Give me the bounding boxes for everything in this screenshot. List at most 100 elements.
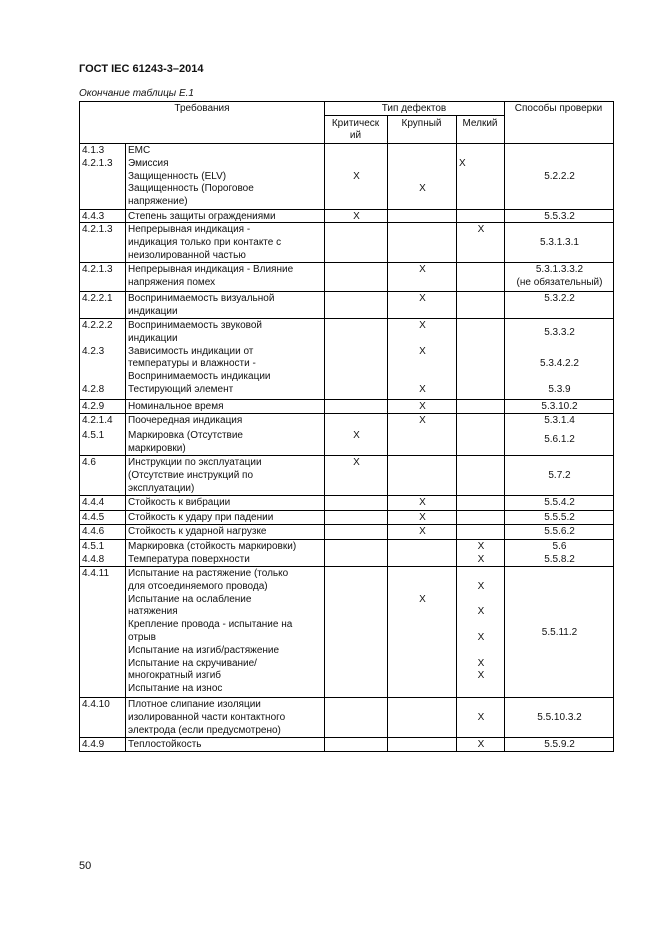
column-divider xyxy=(324,102,325,143)
major-cell xyxy=(387,210,457,222)
major-cell: X xyxy=(387,525,457,539)
requirement-text: Стойкость к ударной нагрузке xyxy=(128,526,267,537)
major-cell: X xyxy=(387,292,457,318)
header-critical-line2: ий xyxy=(349,130,362,141)
test-method: 5.5.9.2 xyxy=(544,739,575,750)
table-row: 4.4.9 Теплостойкость X 5.5.9.2 xyxy=(80,738,613,751)
requirement-text: ЕМС xyxy=(128,145,151,156)
clause-ref: 4.2.1.3 xyxy=(82,224,113,235)
requirement-cell: Испытание на растяжение (только для отсое… xyxy=(125,567,325,697)
table-row: 4.2.2.2 4.2.3 4.2.8 Воспринимаемость звуков… xyxy=(80,319,613,400)
clause-ref: 4.2.2.2 xyxy=(82,320,113,331)
ref-cell: 4.4.3 xyxy=(80,210,125,222)
clause-ref: 4.4.5 xyxy=(82,512,105,523)
requirement-text: Тестирующий элемент xyxy=(128,384,234,395)
test-method: 5.6.1.2 xyxy=(544,434,575,445)
requirement-text: Испытание на растяжение (только xyxy=(128,568,289,579)
critical-cell xyxy=(324,223,388,262)
clause-ref: 4.2.1.3 xyxy=(82,264,113,275)
defect-mark: X xyxy=(477,739,485,750)
requirement-text: Зависимость индикации от xyxy=(128,345,254,357)
requirement-cell: Плотное слипание изоляции изолированной ч… xyxy=(125,698,325,737)
requirement-cell: Теплостойкость xyxy=(125,738,325,751)
requirement-cell: Воспринимаемость звуковой индикации Зависи… xyxy=(125,319,325,399)
requirement-text: натяжения xyxy=(128,606,178,618)
test-method: 5.3.4.2.2 xyxy=(540,358,579,370)
table-caption: Окончание таблицы Е.1 xyxy=(79,88,194,99)
minor-cell: X xyxy=(456,223,505,262)
critical-cell xyxy=(324,511,388,524)
header-critical-line1: Критическ xyxy=(331,118,380,129)
test-method: 5.5.10.3.2 xyxy=(537,711,582,723)
ref-cell: 4.1.3 4.2.1.3 xyxy=(80,144,125,209)
critical-cell xyxy=(324,525,388,539)
method-cell: 5.5.3.2 xyxy=(504,210,614,222)
header-major: Крупный xyxy=(401,118,442,129)
test-method: 5.5.4.2 xyxy=(544,497,575,508)
requirement-text: индикация только при контакте с xyxy=(128,236,282,248)
requirement-text: электрода (если предусмотрено) xyxy=(128,724,281,736)
ref-cell: 4.4.4 xyxy=(80,496,125,510)
defect-mark: X xyxy=(477,711,485,723)
clause-ref: 4.4.9 xyxy=(82,739,105,750)
defect-mark: X xyxy=(477,580,485,592)
clause-ref: 4.4.6 xyxy=(82,526,105,537)
clause-ref: 4.2.3 xyxy=(82,345,105,357)
major-cell xyxy=(387,738,457,751)
requirement-text: Маркировка (стойкость маркировки) xyxy=(128,541,297,552)
method-cell: 5.5.10.3.2 xyxy=(504,698,614,737)
defect-mark: X xyxy=(419,293,426,304)
defect-mark: X xyxy=(477,670,485,682)
requirement-text: индикации xyxy=(128,305,178,317)
clause-ref: 4.2.1.4 xyxy=(82,415,113,426)
major-cell xyxy=(387,456,457,495)
test-method: 5.3.3.2 xyxy=(544,327,575,338)
minor-cell xyxy=(456,319,505,399)
requirement-text: многократный изгиб xyxy=(128,670,222,682)
test-method: (не обязательный) xyxy=(516,276,603,288)
defect-mark: X xyxy=(477,657,485,669)
requirement-text: напряжения помех xyxy=(128,276,216,288)
defect-mark: X xyxy=(477,224,485,235)
ref-cell: 4.4.11 xyxy=(80,567,125,697)
major-cell: X xyxy=(387,511,457,524)
requirement-cell: Маркировка (стойкость маркировки) Темпера… xyxy=(125,540,325,566)
minor-cell: X xyxy=(456,738,505,751)
requirement-text: (Отсутствие инструкций по xyxy=(128,469,254,481)
requirement-text: изолированной части контактного xyxy=(128,711,286,723)
table-row: 4.1.3 4.2.1.3 ЕМС Эмиссия Защищенность (ELV)… xyxy=(80,144,613,210)
clause-ref: 4.2.9 xyxy=(82,401,105,412)
defect-mark: X xyxy=(419,264,426,275)
table-row: 4.2.1.4 4.5.1 Поочередная индикация Маркиро… xyxy=(80,414,613,456)
requirement-cell: Стойкость к вибрации xyxy=(125,496,325,510)
major-cell xyxy=(387,540,457,566)
clause-ref: 4.2.1.3 xyxy=(82,157,113,169)
test-method: 5.3.9 xyxy=(548,384,571,395)
ref-cell: 4.4.9 xyxy=(80,738,125,751)
method-cell: 5.5.9.2 xyxy=(504,738,614,751)
defect-mark: X xyxy=(419,384,426,395)
requirement-text: неизолированной частью xyxy=(128,249,246,261)
table-body: 4.1.3 4.2.1.3 ЕМС Эмиссия Защищенность (ELV)… xyxy=(80,144,613,751)
clause-ref: 4.4.8 xyxy=(82,553,105,565)
ref-cell: 4.2.2.1 xyxy=(80,292,125,318)
clause-ref: 4.2.8 xyxy=(82,384,105,395)
requirement-text: Инструкции по эксплуатации xyxy=(128,457,262,468)
clause-ref: 4.4.11 xyxy=(82,568,110,579)
table-row: 4.2.2.1 Воспринимаемость визуальной индика… xyxy=(80,292,613,319)
requirement-text: Номинальное время xyxy=(128,401,224,412)
requirement-text: Стойкость к удару при падении xyxy=(128,512,274,523)
critical-cell xyxy=(324,292,388,318)
test-method: 5.5.11.2 xyxy=(541,627,578,638)
defect-mark: X xyxy=(477,606,485,618)
ref-cell: 4.2.1.3 xyxy=(80,263,125,291)
table-row: 4.4.11 Испытание на растяжение (только для… xyxy=(80,567,613,698)
requirement-cell: Инструкции по эксплуатации (Отсутствие ин… xyxy=(125,456,325,495)
requirement-text: Непрерывная индикация - Влияние xyxy=(128,264,294,275)
defect-mark: X xyxy=(353,170,360,182)
major-cell: X xyxy=(387,263,457,291)
defect-mark: X xyxy=(419,497,426,508)
table-row: 4.4.10 Плотное слипание изоляции изолирова… xyxy=(80,698,613,738)
